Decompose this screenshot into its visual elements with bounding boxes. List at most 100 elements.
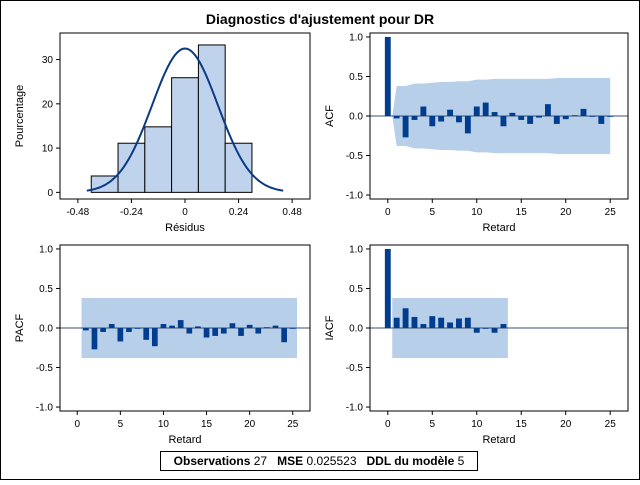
y-tick-label: -1.0 bbox=[346, 191, 364, 202]
iacf-bar bbox=[393, 317, 400, 328]
pacf-bar bbox=[108, 324, 115, 328]
y-tick-label: -0.5 bbox=[36, 363, 54, 374]
normal-density-curve bbox=[86, 47, 284, 192]
iacf-bar bbox=[456, 318, 462, 328]
x-tick-label: 5 bbox=[429, 207, 435, 218]
x-tick-label: 5 bbox=[118, 419, 124, 430]
y-tick-label: 1.0 bbox=[349, 244, 363, 255]
ddl-label: DDL du modèle bbox=[366, 454, 455, 468]
acf-bar bbox=[464, 116, 471, 134]
acf-bar bbox=[384, 36, 391, 117]
x-tick-label: 15 bbox=[516, 207, 528, 218]
x-tick-label: 20 bbox=[244, 419, 256, 430]
iacf-bar bbox=[447, 322, 454, 328]
y-tick-label: 0.0 bbox=[349, 112, 363, 123]
y-tick-label: -0.5 bbox=[346, 151, 364, 162]
x-tick-label: 20 bbox=[560, 419, 572, 430]
y-tick-label: 30 bbox=[42, 55, 54, 66]
iacf-bar bbox=[429, 316, 436, 328]
y-tick-label: 20 bbox=[42, 99, 54, 110]
acf-bar bbox=[420, 106, 427, 116]
acf-bar bbox=[509, 112, 516, 116]
pacf-bar bbox=[289, 328, 296, 329]
x-tick-label: 15 bbox=[516, 419, 528, 430]
x-tick-label: 25 bbox=[287, 419, 299, 430]
iacf-bar bbox=[473, 328, 480, 333]
y-tick-label: 0.0 bbox=[349, 324, 363, 335]
pacf-bar bbox=[281, 328, 287, 343]
y-tick-label: 0.5 bbox=[349, 284, 363, 295]
pacf-bar bbox=[186, 328, 193, 334]
pacf-x-axis-label: Retard bbox=[168, 434, 201, 446]
x-tick-label: 5 bbox=[429, 419, 435, 430]
acf-bar bbox=[527, 116, 534, 124]
pacf-bar bbox=[220, 328, 227, 334]
iacf-y-axis-label: IACF bbox=[324, 315, 336, 340]
acf-x-axis-label: Retard bbox=[482, 222, 515, 234]
iacf-bar bbox=[411, 316, 418, 328]
acf-bar bbox=[598, 116, 605, 124]
pacf-bar bbox=[177, 320, 184, 328]
pacf-bar bbox=[195, 326, 201, 328]
iacf-bar bbox=[491, 328, 498, 333]
pacf-y-axis-label: PACF bbox=[14, 313, 26, 342]
pacf-bar bbox=[151, 328, 158, 347]
x-tick-label: 0 bbox=[385, 207, 391, 218]
acf-bar bbox=[491, 112, 498, 116]
acf-bar bbox=[429, 116, 436, 127]
acf-bar bbox=[544, 104, 551, 116]
pacf-bar bbox=[143, 328, 150, 340]
x-tick-label: 20 bbox=[560, 207, 572, 218]
y-tick-label: 0.5 bbox=[349, 72, 363, 83]
y-tick-label: -0.5 bbox=[346, 363, 364, 374]
y-tick-label: 0 bbox=[47, 188, 53, 199]
y-tick-label: 0.0 bbox=[39, 324, 53, 335]
acf-bar bbox=[447, 109, 454, 116]
y-tick-label: -1.0 bbox=[36, 403, 54, 414]
pacf-bar bbox=[100, 328, 106, 332]
iacf-bar bbox=[482, 328, 489, 329]
pacf-bar bbox=[91, 328, 98, 350]
x-tick-label: 15 bbox=[201, 419, 213, 430]
pacf-bar bbox=[246, 324, 253, 328]
acf-bar bbox=[518, 116, 525, 120]
acf-bar bbox=[562, 116, 569, 120]
pacf-bar bbox=[272, 325, 279, 328]
histogram-bar bbox=[171, 77, 199, 193]
x-tick-label: 10 bbox=[471, 207, 483, 218]
pacf-bar bbox=[264, 327, 270, 329]
x-tick-label: 0.48 bbox=[282, 207, 302, 218]
histogram-y-axis-label: Pourcentage bbox=[14, 85, 26, 147]
histogram-x-axis-label: Résidus bbox=[165, 222, 205, 234]
iacf-panel: 0 5 10 15 20 25 -1.0 -0.5 0.0 0.5 1.0 Retard IACF bbox=[324, 244, 629, 446]
acf-bar bbox=[473, 106, 480, 116]
y-tick-label: 10 bbox=[42, 144, 54, 155]
iacf-bar bbox=[438, 317, 445, 328]
pacf-bar bbox=[169, 325, 175, 328]
y-tick-label: -1.0 bbox=[346, 403, 364, 414]
acf-bar bbox=[438, 116, 445, 122]
iacf-bar bbox=[420, 324, 427, 328]
pacf-bar bbox=[134, 328, 141, 329]
x-tick-label: 25 bbox=[605, 207, 617, 218]
x-tick-label: 0 bbox=[74, 419, 80, 430]
acf-panel: 0 5 10 15 20 25 -1.0 -0.5 0.0 0.5 1.0 Retard ACF bbox=[324, 32, 629, 234]
pacf-bar bbox=[160, 324, 167, 328]
pacf-bar bbox=[238, 328, 244, 336]
x-tick-label: 10 bbox=[158, 419, 170, 430]
acf-bar bbox=[571, 115, 578, 117]
acf-bar bbox=[393, 116, 400, 119]
y-tick-label: 1.0 bbox=[349, 32, 363, 43]
pacf-bar bbox=[212, 328, 219, 336]
pacf-bar bbox=[229, 323, 236, 328]
pacf-bar bbox=[83, 328, 89, 331]
iacf-bar bbox=[464, 317, 471, 328]
mse-label: MSE bbox=[277, 454, 304, 468]
pacf-panel: 0 5 10 15 20 25 -1.0 -0.5 0.0 0.5 1.0 Retard PACF bbox=[14, 244, 311, 446]
observations-label: Observations bbox=[173, 454, 251, 468]
y-tick-label: 1.0 bbox=[39, 244, 53, 255]
acf-bar bbox=[456, 116, 462, 123]
acf-bar bbox=[402, 116, 409, 138]
